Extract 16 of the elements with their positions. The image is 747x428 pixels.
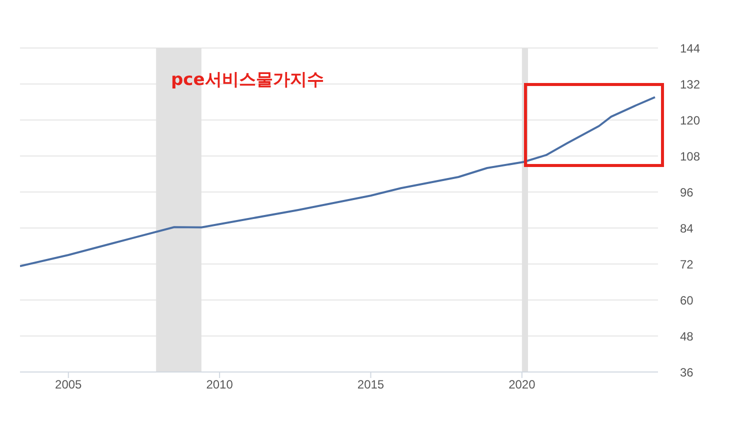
y-tick-label: 96	[680, 185, 694, 200]
y-tick-label: 108	[680, 149, 700, 164]
x-tick-label: 2010	[206, 378, 234, 392]
line-series	[20, 96, 656, 268]
y-tick-label: 48	[680, 329, 694, 344]
y-tick-label: 60	[680, 293, 694, 308]
y-tick-label: 120	[680, 113, 700, 128]
y-tick-label: 132	[680, 77, 700, 92]
text: pce서비스물가지수	[171, 69, 324, 91]
y-tick-label: 72	[680, 257, 694, 272]
x-tick-label: 2015	[357, 378, 384, 392]
y-tick-label: 84	[680, 221, 694, 236]
x-tick-label: 2005	[55, 378, 82, 392]
x-tick-label: 2020	[508, 378, 536, 392]
y-tick-label: 144	[680, 41, 700, 56]
y-tick-label: 36	[680, 365, 694, 380]
